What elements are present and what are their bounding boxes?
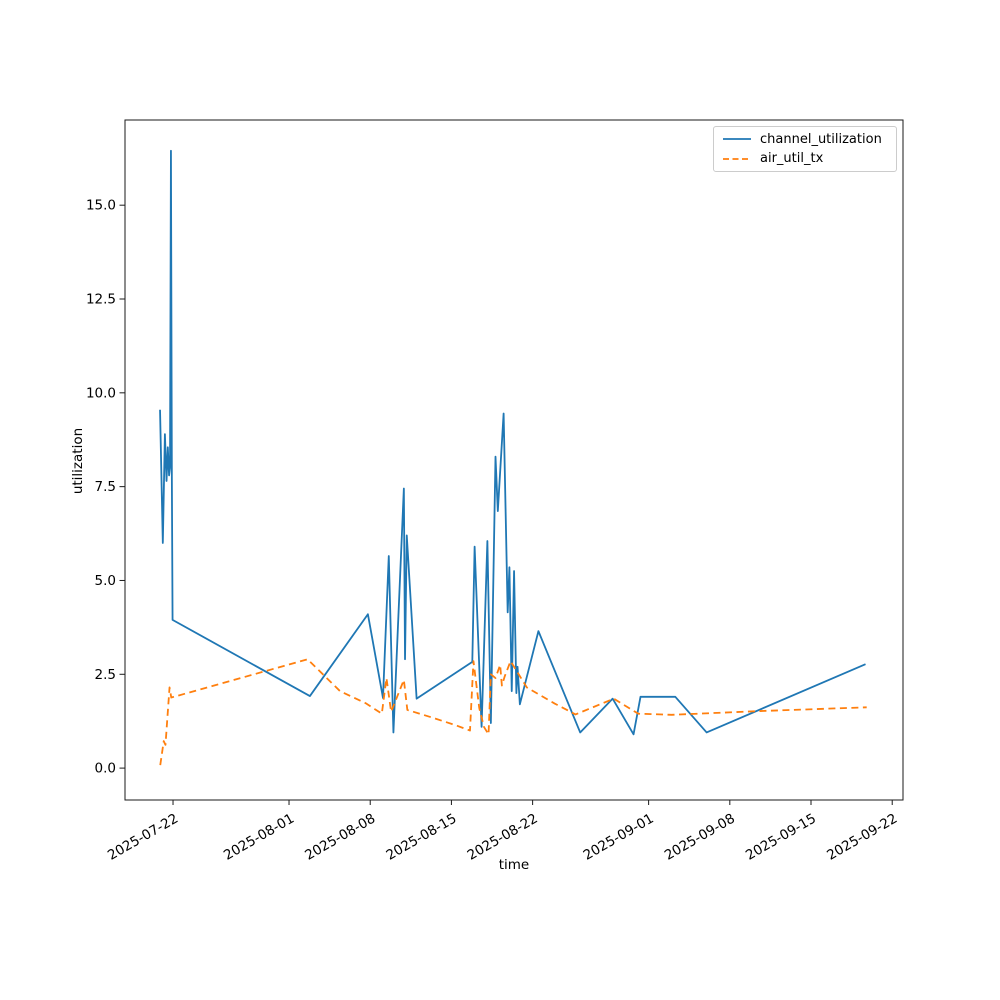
legend-line-sample-solid — [723, 138, 751, 141]
legend: channel_utilization air_util_tx — [713, 126, 897, 172]
legend-line-sample-dashed — [723, 157, 751, 160]
x-tick-label: 2025-08-22 — [465, 811, 541, 864]
x-axis-label: time — [498, 857, 530, 873]
x-tick-label: 2025-08-08 — [302, 811, 378, 864]
y-axis-label: utilization — [70, 427, 86, 495]
series-line-channel_utilization — [159, 149, 866, 736]
y-tick-label: 5.0 — [95, 573, 116, 589]
legend-label-channel-utilization: channel_utilization — [760, 131, 882, 147]
y-tick-label: 15.0 — [86, 198, 116, 214]
plot-area-spines — [124, 119, 904, 801]
series-line-air_util_tx — [159, 658, 867, 766]
x-tick-label: 2025-09-08 — [662, 811, 738, 864]
y-tick-label: 7.5 — [95, 479, 116, 495]
y-tick-label: 0.0 — [95, 761, 116, 777]
x-tick-label: 2025-08-01 — [221, 811, 297, 864]
x-tick-label: 2025-09-22 — [824, 811, 900, 864]
x-tick-label: 2025-09-01 — [581, 811, 657, 864]
legend-entry-channel-utilization: channel_utilization — [722, 130, 888, 148]
legend-label-air-util-tx: air_util_tx — [760, 151, 824, 167]
x-tick-label: 2025-08-15 — [383, 811, 459, 864]
y-tick-label: 12.5 — [86, 292, 116, 308]
y-tick-label: 10.0 — [86, 385, 116, 401]
x-tick-label: 2025-07-22 — [105, 811, 181, 864]
legend-entry-air-util-tx: air_util_tx — [722, 150, 888, 168]
y-tick-label: 2.5 — [95, 667, 116, 683]
x-tick-label: 2025-09-15 — [743, 811, 819, 864]
